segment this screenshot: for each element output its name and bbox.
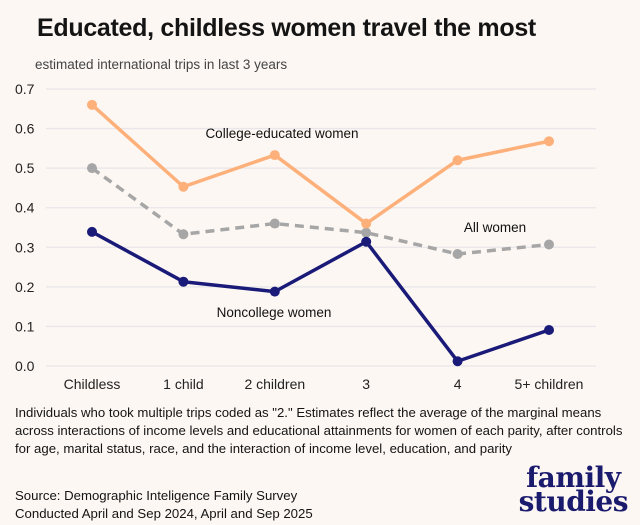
data-point bbox=[178, 276, 189, 287]
data-point bbox=[269, 150, 280, 161]
chart-subtitle: estimated international trips in last 3 … bbox=[35, 57, 288, 72]
conducted-line: Conducted April and Sep 2024, April and … bbox=[15, 506, 313, 521]
x-tick-label: 2 children bbox=[244, 376, 305, 392]
logo-line-2: studies bbox=[518, 485, 629, 518]
x-tick-label: 5+ children bbox=[515, 376, 584, 392]
chart-title: Educated, childless women travel the mos… bbox=[37, 14, 536, 42]
y-tick-label: 0.6 bbox=[15, 121, 35, 137]
data-point bbox=[452, 249, 463, 260]
family-studies-logo: family studies bbox=[518, 461, 629, 518]
series-line bbox=[90, 103, 550, 226]
data-point bbox=[452, 155, 463, 166]
data-point bbox=[544, 324, 554, 335]
series-all-women bbox=[87, 163, 554, 260]
data-point bbox=[178, 229, 189, 240]
series-line bbox=[91, 230, 550, 364]
y-tick-label: 0.1 bbox=[15, 318, 35, 334]
y-tick-label: 0.7 bbox=[15, 81, 35, 97]
y-tick-label: 0.2 bbox=[15, 279, 35, 295]
x-tick-label: 4 bbox=[454, 376, 462, 392]
data-point bbox=[87, 226, 97, 237]
y-tick-label: 0.0 bbox=[15, 358, 35, 374]
chart-note: Individuals who took multiple trips code… bbox=[15, 405, 623, 456]
data-point bbox=[361, 227, 372, 238]
series-line bbox=[90, 166, 550, 256]
y-tick-label: 0.3 bbox=[15, 239, 35, 255]
data-point bbox=[87, 99, 97, 110]
data-point bbox=[361, 236, 372, 247]
series-label: Noncollege women bbox=[217, 305, 332, 320]
data-point bbox=[87, 163, 97, 174]
data-point bbox=[544, 239, 554, 250]
y-axis-ticks: 0.0 0.1 0.2 0.3 0.4 0.5 0.6 0.7 bbox=[15, 81, 35, 374]
x-axis-ticks: Childless 1 child 2 children 3 4 5+ children bbox=[64, 376, 584, 392]
data-point bbox=[452, 356, 463, 367]
data-point bbox=[361, 218, 372, 229]
series-label: All women bbox=[464, 220, 526, 235]
series-lines bbox=[87, 99, 554, 367]
data-point bbox=[178, 181, 189, 192]
logo-line-1: family bbox=[526, 461, 621, 494]
series-noncollege-women bbox=[87, 226, 554, 367]
x-tick-label: Childless bbox=[64, 376, 121, 392]
line-chart: 0.0 0.1 0.2 0.3 0.4 0.5 0.6 0.7 Childless 1 chil… bbox=[15, 81, 596, 392]
x-tick-label: 1 child bbox=[163, 376, 203, 392]
series-label: College-educated women bbox=[205, 126, 358, 141]
series-college-educated-women bbox=[87, 99, 554, 229]
y-tick-label: 0.5 bbox=[15, 160, 35, 176]
data-point bbox=[269, 286, 280, 297]
source-block: Source: Demographic Inteligence Family S… bbox=[15, 487, 313, 523]
y-tick-label: 0.4 bbox=[15, 200, 35, 216]
source-line: Source: Demographic Inteligence Family S… bbox=[15, 488, 298, 503]
data-point bbox=[269, 218, 280, 229]
series-labels: College-educated women All women Noncolleg… bbox=[205, 126, 526, 320]
grid bbox=[46, 88, 596, 367]
data-point bbox=[544, 136, 554, 147]
x-tick-label: 3 bbox=[362, 376, 370, 392]
